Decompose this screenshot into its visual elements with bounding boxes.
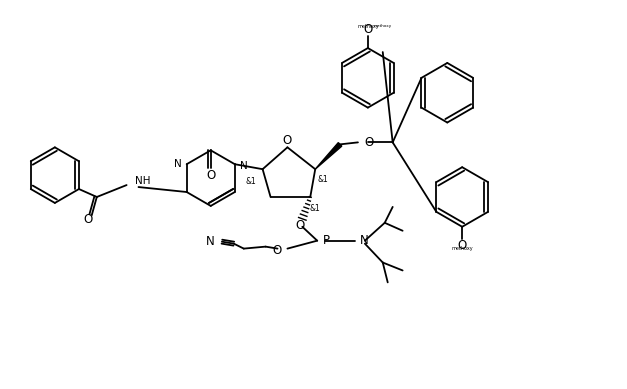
Text: O: O: [364, 136, 373, 149]
Text: methoxy: methoxy: [374, 24, 392, 28]
Text: methoxy: methoxy: [451, 246, 473, 251]
Text: N: N: [174, 159, 182, 169]
Text: O: O: [363, 23, 372, 36]
Text: P: P: [323, 234, 330, 247]
Text: &1: &1: [245, 177, 256, 186]
Text: N: N: [360, 234, 369, 247]
Text: methoxy: methoxy: [357, 24, 379, 29]
Text: N: N: [240, 161, 248, 171]
Text: NH: NH: [135, 176, 150, 186]
Text: O: O: [296, 219, 305, 232]
Polygon shape: [315, 143, 342, 169]
Text: &1: &1: [310, 204, 320, 214]
Text: N: N: [206, 235, 215, 248]
Text: O: O: [272, 244, 282, 257]
Text: O: O: [458, 239, 467, 252]
Text: &1: &1: [318, 175, 329, 184]
Text: O: O: [283, 134, 292, 147]
Text: O: O: [206, 169, 215, 182]
Text: O: O: [83, 213, 93, 226]
